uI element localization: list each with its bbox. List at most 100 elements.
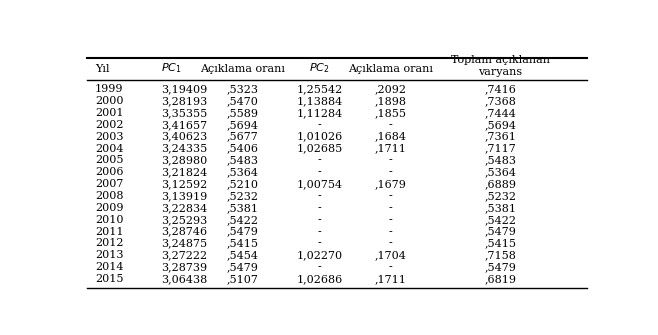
Text: ,5479: ,5479: [227, 226, 259, 237]
Text: 1,25542: 1,25542: [296, 84, 343, 94]
Text: 1,01026: 1,01026: [296, 132, 343, 142]
Text: 3,12592: 3,12592: [161, 179, 207, 189]
Text: 3,35355: 3,35355: [161, 108, 207, 118]
Text: ,1711: ,1711: [375, 143, 407, 153]
Text: 3,06438: 3,06438: [161, 274, 207, 284]
Text: ,1855: ,1855: [375, 108, 407, 118]
Text: Açıklama oranı: Açıklama oranı: [201, 64, 286, 74]
Text: ,5454: ,5454: [227, 250, 259, 260]
Text: 3,25293: 3,25293: [161, 215, 207, 225]
Text: 3,24875: 3,24875: [161, 239, 207, 249]
Text: -: -: [389, 155, 393, 165]
Text: Açıklama oranı: Açıklama oranı: [348, 64, 433, 74]
Text: 2013: 2013: [95, 250, 124, 260]
Text: -: -: [318, 203, 321, 213]
Text: 3,41657: 3,41657: [161, 120, 207, 130]
Text: 2002: 2002: [95, 120, 124, 130]
Text: 3,28193: 3,28193: [161, 96, 207, 106]
Text: ,5232: ,5232: [227, 191, 259, 201]
Text: 2001: 2001: [95, 108, 124, 118]
Text: ,2092: ,2092: [375, 84, 407, 94]
Text: ,7361: ,7361: [484, 132, 517, 142]
Text: 3,40623: 3,40623: [161, 132, 207, 142]
Text: 2008: 2008: [95, 191, 124, 201]
Text: $PC_1$: $PC_1$: [161, 62, 182, 75]
Text: Toplam açıklanan
varyans: Toplam açıklanan varyans: [451, 55, 550, 77]
Text: ,6819: ,6819: [484, 274, 517, 284]
Text: ,5694: ,5694: [227, 120, 259, 130]
Text: ,5422: ,5422: [484, 215, 517, 225]
Text: 2011: 2011: [95, 226, 124, 237]
Text: Yıl: Yıl: [95, 64, 109, 74]
Text: -: -: [318, 262, 321, 272]
Text: ,5381: ,5381: [484, 203, 517, 213]
Text: -: -: [389, 167, 393, 177]
Text: ,5479: ,5479: [227, 262, 259, 272]
Text: ,5381: ,5381: [227, 203, 259, 213]
Text: 2014: 2014: [95, 262, 124, 272]
Text: -: -: [318, 226, 321, 237]
Text: 1,13884: 1,13884: [296, 96, 343, 106]
Text: 3,27222: 3,27222: [161, 250, 207, 260]
Text: 2006: 2006: [95, 167, 124, 177]
Text: 2009: 2009: [95, 203, 124, 213]
Text: 1,02685: 1,02685: [296, 143, 343, 153]
Text: ,1704: ,1704: [375, 250, 407, 260]
Text: -: -: [389, 215, 393, 225]
Text: 2015: 2015: [95, 274, 124, 284]
Text: ,5589: ,5589: [227, 108, 259, 118]
Text: -: -: [389, 239, 393, 249]
Text: ,5406: ,5406: [227, 143, 259, 153]
Text: 2012: 2012: [95, 239, 124, 249]
Text: -: -: [318, 191, 321, 201]
Text: ,7158: ,7158: [484, 250, 517, 260]
Text: 3,24335: 3,24335: [161, 143, 207, 153]
Text: -: -: [318, 239, 321, 249]
Text: 2010: 2010: [95, 215, 124, 225]
Text: ,1684: ,1684: [375, 132, 407, 142]
Text: 2000: 2000: [95, 96, 124, 106]
Text: ,7444: ,7444: [484, 108, 517, 118]
Text: -: -: [389, 191, 393, 201]
Text: 3,28980: 3,28980: [161, 155, 207, 165]
Text: 2005: 2005: [95, 155, 124, 165]
Text: ,5422: ,5422: [227, 215, 259, 225]
Text: ,5210: ,5210: [227, 179, 259, 189]
Text: ,5677: ,5677: [227, 132, 259, 142]
Text: 2007: 2007: [95, 179, 123, 189]
Text: 3,19409: 3,19409: [161, 84, 207, 94]
Text: 3,22834: 3,22834: [161, 203, 207, 213]
Text: ,5479: ,5479: [484, 262, 517, 272]
Text: 1,02686: 1,02686: [296, 274, 343, 284]
Text: ,1679: ,1679: [375, 179, 407, 189]
Text: ,5694: ,5694: [484, 120, 517, 130]
Text: ,5483: ,5483: [227, 155, 259, 165]
Text: -: -: [318, 215, 321, 225]
Text: 1,11284: 1,11284: [296, 108, 343, 118]
Text: ,5323: ,5323: [227, 84, 259, 94]
Text: ,7117: ,7117: [484, 143, 517, 153]
Text: ,5107: ,5107: [227, 274, 259, 284]
Text: -: -: [389, 226, 393, 237]
Text: 1,00754: 1,00754: [296, 179, 342, 189]
Text: 3,21824: 3,21824: [161, 167, 207, 177]
Text: ,5470: ,5470: [227, 96, 259, 106]
Text: -: -: [318, 167, 321, 177]
Text: -: -: [318, 120, 321, 130]
Text: 3,13919: 3,13919: [161, 191, 207, 201]
Text: ,7416: ,7416: [484, 84, 517, 94]
Text: 2003: 2003: [95, 132, 124, 142]
Text: -: -: [389, 120, 393, 130]
Text: -: -: [389, 262, 393, 272]
Text: ,1711: ,1711: [375, 274, 407, 284]
Text: ,5415: ,5415: [227, 239, 259, 249]
Text: ,5479: ,5479: [484, 226, 517, 237]
Text: 3,28746: 3,28746: [161, 226, 207, 237]
Text: ,5232: ,5232: [484, 191, 517, 201]
Text: ,6889: ,6889: [484, 179, 517, 189]
Text: ,5364: ,5364: [484, 167, 517, 177]
Text: 1,02270: 1,02270: [296, 250, 342, 260]
Text: ,5415: ,5415: [484, 239, 517, 249]
Text: $PC_2$: $PC_2$: [309, 62, 330, 75]
Text: ,7368: ,7368: [484, 96, 517, 106]
